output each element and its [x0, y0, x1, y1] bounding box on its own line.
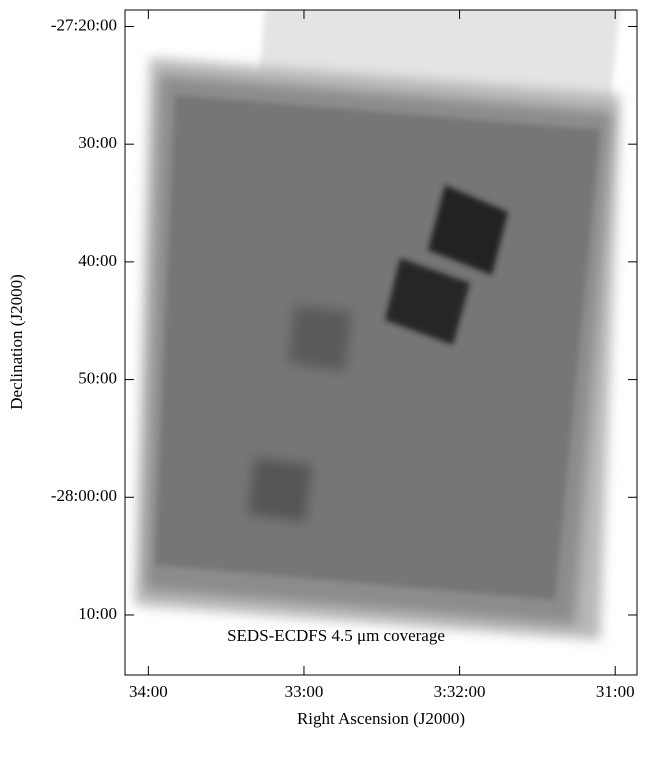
deep-patch — [288, 305, 352, 372]
y-axis-label: Declination (J2000) — [7, 274, 26, 410]
y-tick-label: 30:00 — [78, 133, 117, 152]
x-tick-label: 31:00 — [596, 682, 635, 701]
y-tick-label: 10:00 — [78, 604, 117, 623]
x-tick-label: 33:00 — [285, 682, 324, 701]
deepest-patch — [385, 258, 470, 345]
y-tick-label: -28:00:00 — [51, 486, 117, 505]
y-tick-label: 40:00 — [78, 251, 117, 270]
coverage-image — [135, 10, 620, 640]
y-tick-label: -27:20:00 — [51, 15, 117, 34]
x-tick-label: 3:32:00 — [434, 682, 486, 701]
x-axis-label: Right Ascension (J2000) — [297, 709, 465, 728]
plot-frame — [124, 9, 638, 676]
main-coverage — [155, 95, 600, 600]
deep-patch — [248, 458, 312, 522]
x-tick-label: 34:00 — [129, 682, 168, 701]
annotation: SEDS-ECDFS 4.5 μm coverage — [227, 626, 445, 645]
deepest-patch — [428, 185, 508, 275]
y-tick-label: 50:00 — [78, 368, 117, 387]
